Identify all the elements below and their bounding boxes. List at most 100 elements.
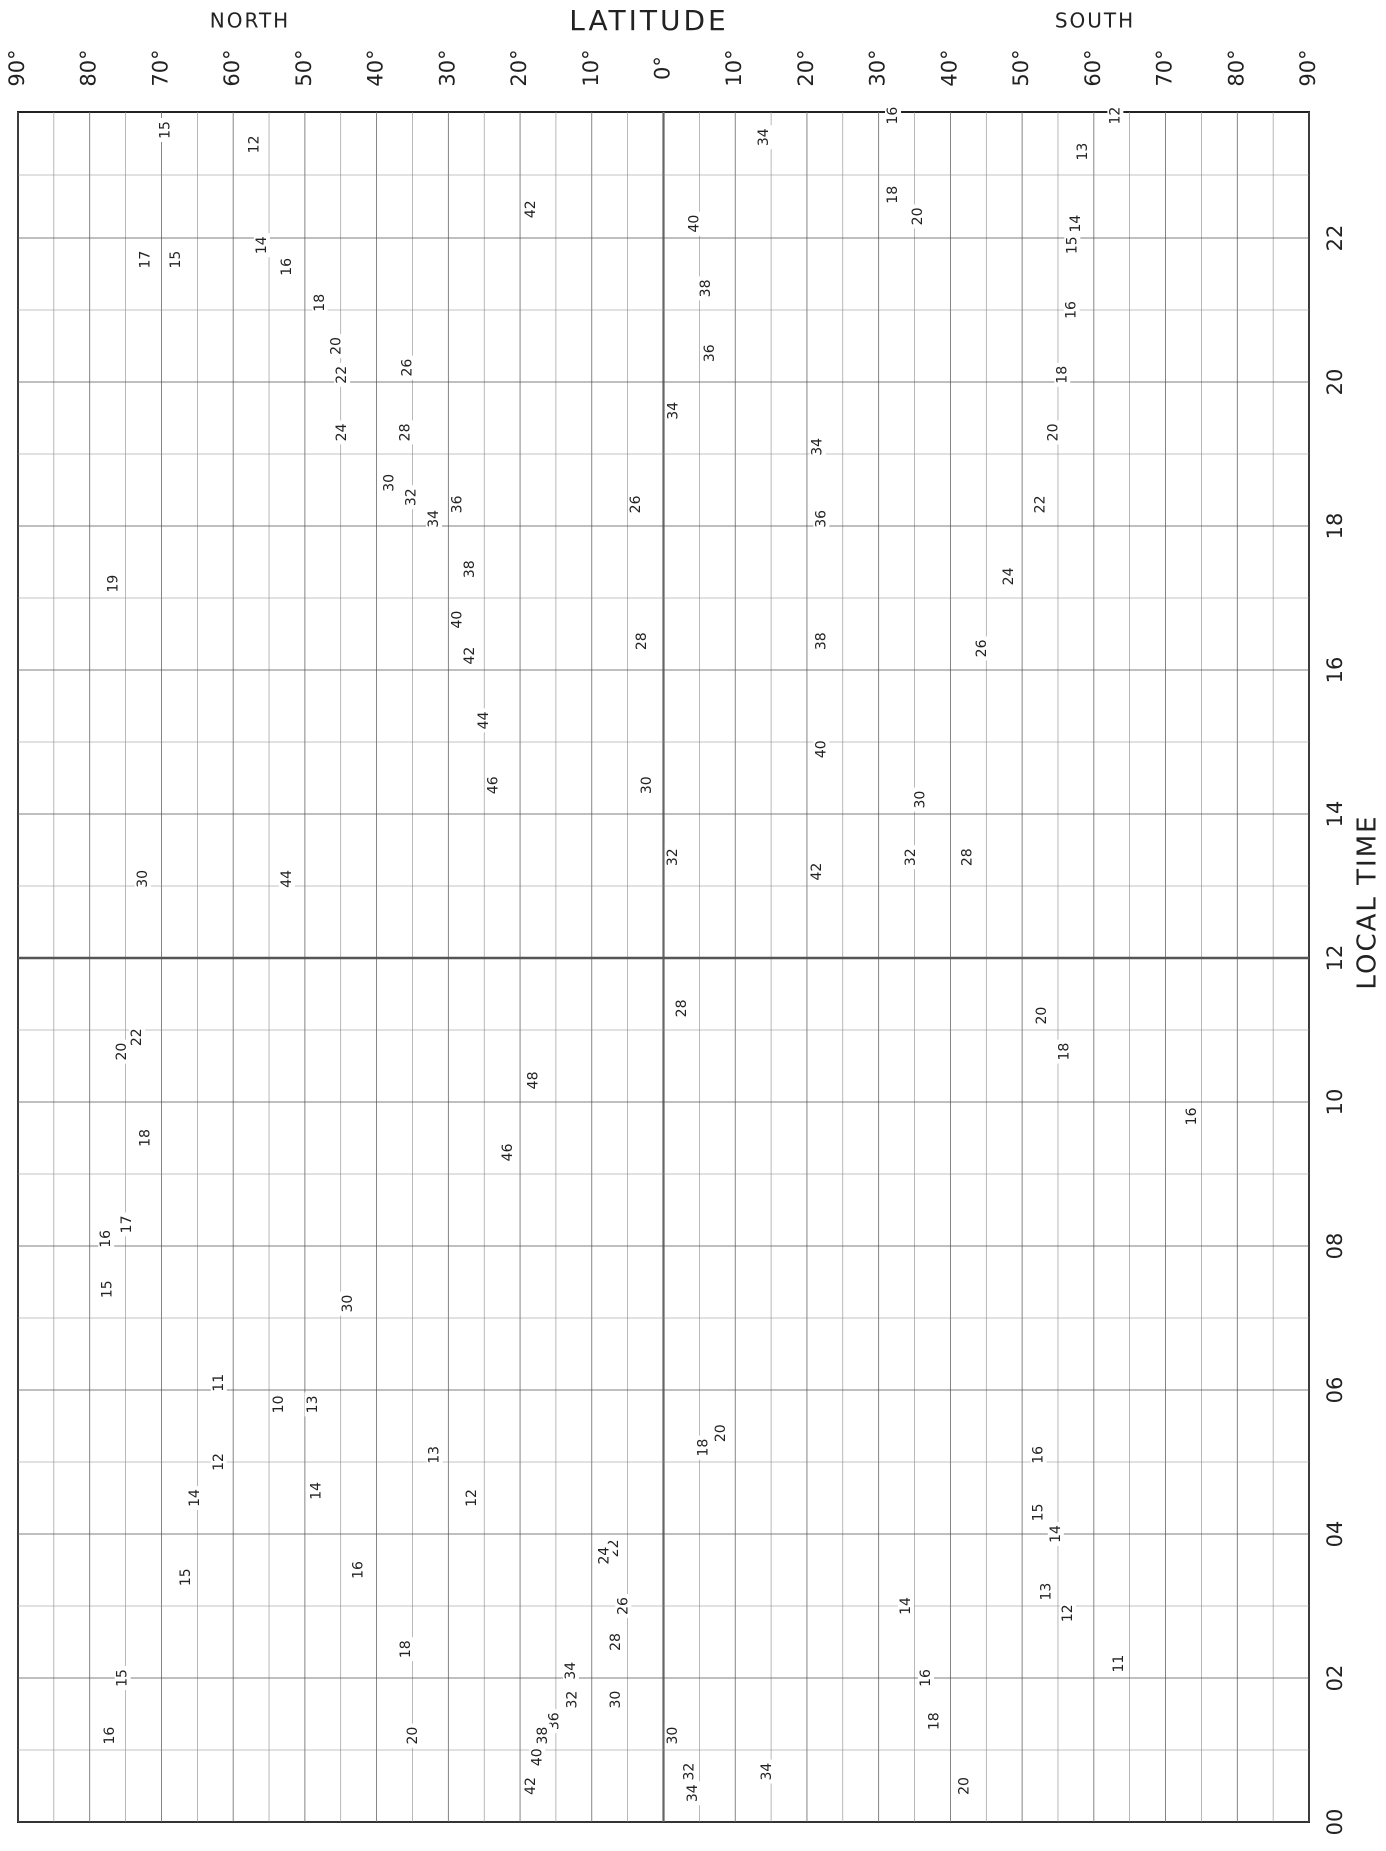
contour-label-bg [334,362,351,387]
contour-label-bg [912,787,929,812]
contour-label: 20 [1034,1007,1050,1025]
contour-label-bg [813,506,830,531]
contour-label: 42 [523,1777,539,1795]
contour-label-bg [105,571,122,596]
contour-label: 26 [399,359,415,377]
contour-label-bg [522,197,539,222]
contour-label: 48 [526,1071,542,1089]
contour-label: 18 [1054,366,1070,384]
contour-label-bg [137,1126,154,1150]
contour-label-bg [464,1486,481,1510]
contour-label-bg [1045,420,1062,445]
contour-label-bg [910,204,927,229]
contour-label: 40 [529,1748,545,1766]
contour-label: 34 [810,438,826,456]
contour-label: 20 [328,337,344,355]
contour-label-bg [137,247,154,272]
contour-label: 38 [813,632,829,650]
contour-label: 30 [665,1727,681,1745]
contour-label: 14 [187,1489,203,1507]
contour-label: 36 [813,510,829,528]
contour-label-bg [562,1658,579,1683]
contour-label-bg [129,1025,146,1050]
contour-label: 30 [639,776,655,794]
contour-label: 14 [308,1482,324,1500]
contour-label-bg [1110,1651,1127,1676]
contour-label-bg [926,1709,943,1734]
contour-label-bg [1107,103,1124,128]
contour-label: 28 [608,1633,624,1651]
contour-label-bg [664,1723,681,1748]
contour-label: 12 [1107,107,1123,125]
contour-label: 30 [912,791,928,809]
contour-label: 12 [211,1453,227,1471]
contour-label: 46 [500,1143,516,1161]
contour-label-bg [1038,1579,1055,1604]
contour-label: 40 [450,611,466,629]
contour-label-bg [1063,298,1080,322]
contour-label: 18 [1056,1043,1072,1061]
x-tick-label: 30° [866,49,890,86]
x-tick-label: 80° [1224,49,1248,86]
contour-label-bg [1060,1601,1077,1626]
contour-label: 24 [597,1547,613,1565]
contour-label-bg [134,866,151,891]
contour-label: 34 [563,1662,579,1680]
contour-label-bg [897,1594,914,1618]
contour-label: 44 [279,870,295,888]
contour-label: 46 [486,776,502,794]
contour-label: 20 [405,1727,421,1745]
y-tick-label: 22 [1323,225,1347,252]
contour-label: 13 [305,1395,321,1413]
x-tick-label: 30° [435,49,459,86]
x-tick-label: 40° [937,49,961,86]
contour-label: 15 [178,1568,194,1586]
contour-label: 36 [450,495,466,513]
contour-label: 20 [957,1777,973,1795]
y-tick-label: 16 [1323,657,1347,684]
contour-label-bg [564,1687,581,1712]
contour-label: 13 [1075,143,1091,161]
contour-label: 30 [340,1295,356,1313]
contour-label-bg [755,125,772,150]
contour-label: 18 [696,1439,712,1457]
contour-label: 16 [351,1561,367,1579]
y-tick-label: 00 [1323,1809,1347,1836]
contour-label: 18 [312,294,328,312]
contour-label-bg [1054,362,1071,387]
contour-label: 22 [1033,495,1049,513]
contour-label-bg [476,708,493,733]
contour-label: 38 [535,1727,551,1745]
contour-label: 18 [927,1712,943,1730]
contour-label: 32 [564,1691,580,1709]
y-axis-title: LOCAL TIME [1353,814,1383,989]
contour-label-bg [334,420,351,445]
contour-label: 30 [608,1691,624,1709]
contour-label-bg [633,629,650,654]
contour-label: 16 [98,1230,114,1248]
contour-label-bg [210,1370,227,1395]
contour-label: 18 [885,186,901,204]
contour-label: 13 [1038,1583,1054,1601]
contour-label-bg [813,629,830,654]
contour-label-bg [426,1442,443,1467]
contour-label-bg [405,1723,422,1748]
contour-label-bg [461,557,478,582]
x-tick-label: 20° [794,49,818,86]
contour-label: 20 [1046,423,1062,441]
contour-label: 11 [1111,1655,1127,1673]
contour-label: 15 [115,1669,131,1687]
contour-label-bg [902,845,919,870]
contour-label: 30 [382,474,398,492]
y-tick-label: 20 [1323,369,1347,396]
contour-label: 34 [426,510,442,528]
contour-label-bg [674,996,691,1021]
contour-label: 16 [918,1669,934,1687]
contour-label: 19 [105,575,121,593]
contour-label: 42 [462,647,478,665]
contour-label-bg [686,211,703,236]
contour-label: 34 [666,402,682,420]
contour-label-bg [461,643,478,668]
contour-label: 17 [138,251,154,269]
